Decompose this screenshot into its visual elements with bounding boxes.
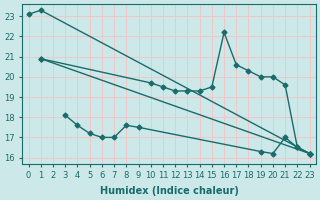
X-axis label: Humidex (Indice chaleur): Humidex (Indice chaleur) bbox=[100, 186, 238, 196]
